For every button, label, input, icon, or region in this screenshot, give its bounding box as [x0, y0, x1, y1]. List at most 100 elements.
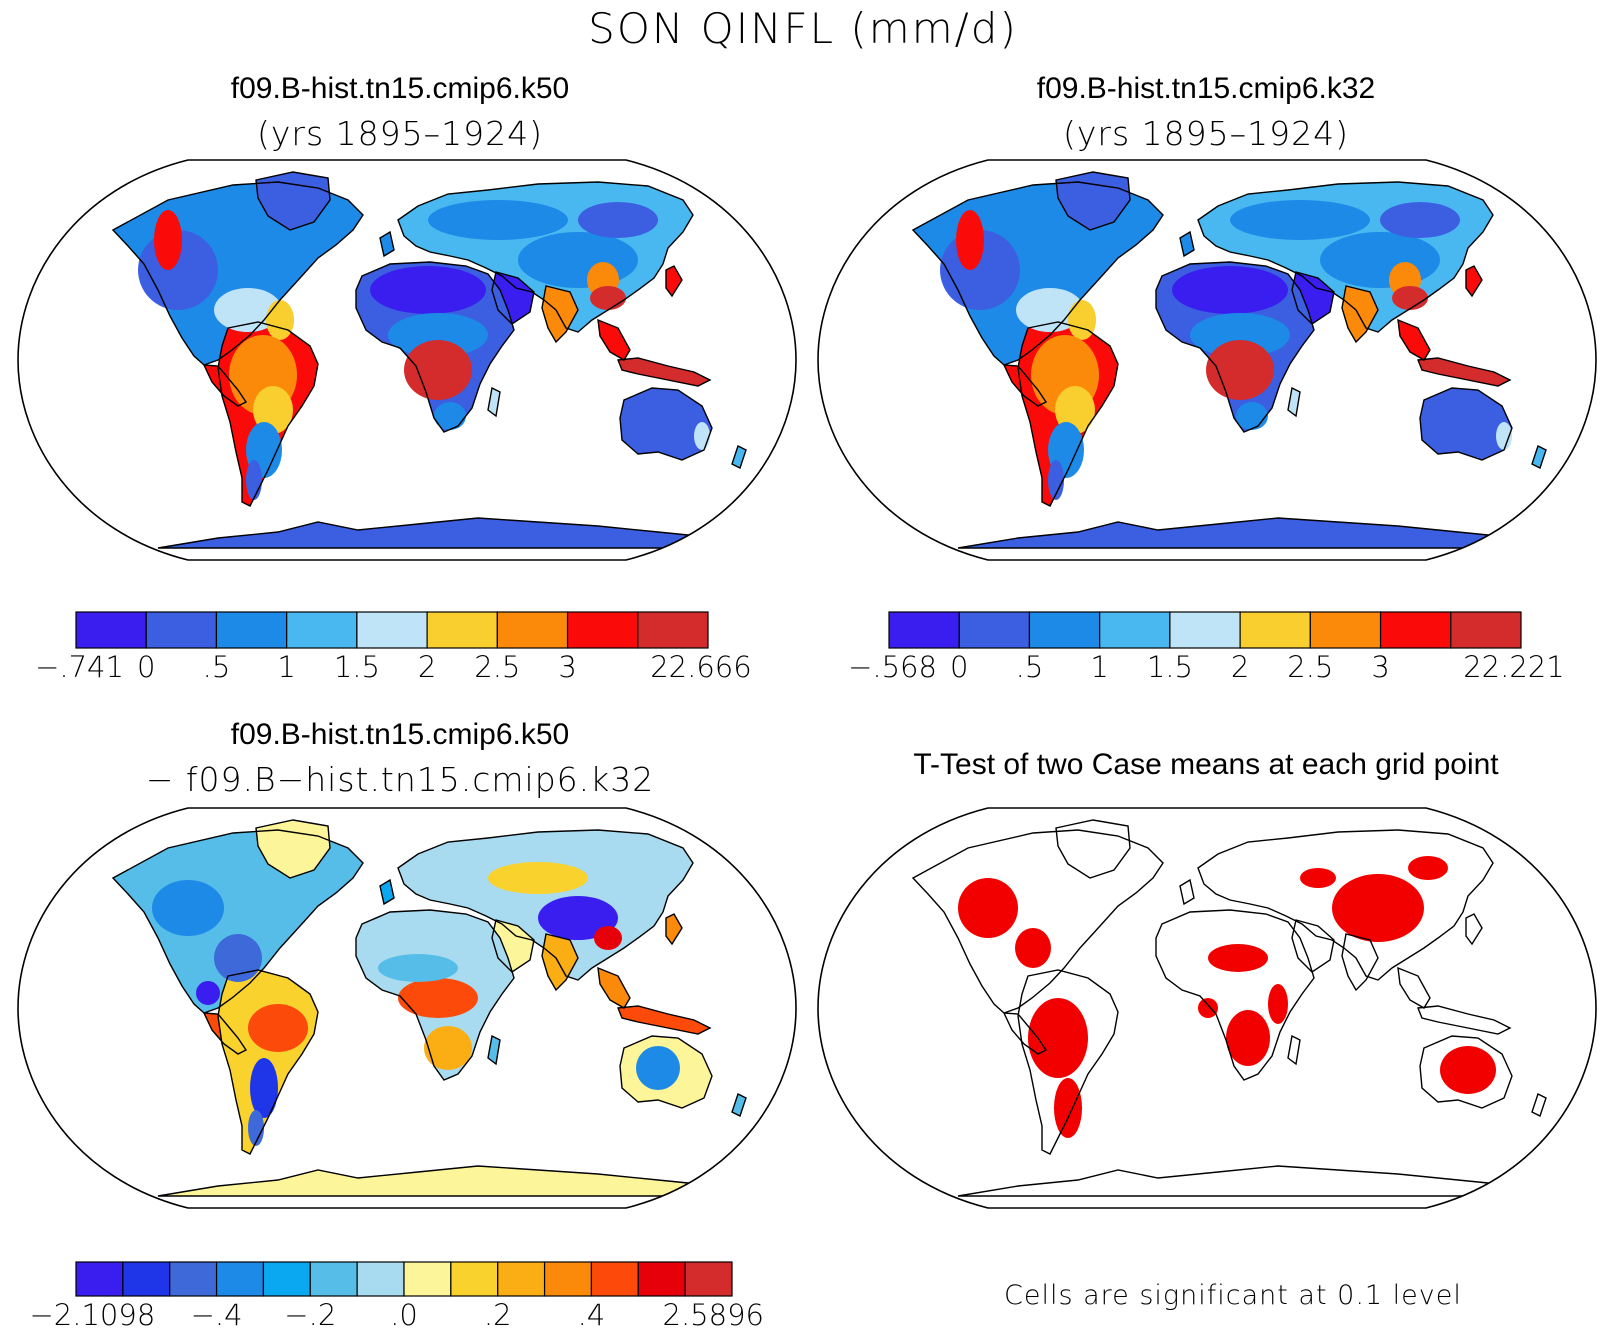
colorbar3-swatch [169, 1261, 218, 1297]
colorbar2-swatch [1099, 611, 1171, 649]
colorbar1-swatch [566, 611, 639, 649]
map3-coast-eurasia [397, 829, 694, 981]
colorbar2-tick-label: .5 [1015, 650, 1044, 684]
map4-patch [1054, 1078, 1082, 1138]
colorbar1-tick-label: 0 [136, 650, 156, 684]
colorbar3-swatch [356, 1261, 405, 1297]
map1-coast-indonesia [617, 357, 712, 387]
map2-coast-eurasia [1197, 181, 1494, 333]
map2-coast-newZealand [1531, 445, 1547, 469]
map4-patch [1028, 998, 1088, 1078]
colorbar3-swatch [75, 1261, 124, 1297]
map-ttest [817, 807, 1597, 1209]
map4-outline [817, 807, 1597, 1209]
map2-coast-indonesia [1417, 357, 1512, 387]
map4-patch [1332, 874, 1424, 942]
map2-coast-japan [1465, 265, 1483, 298]
panel2-subtitle: (yrs 1895–1924) [1063, 114, 1349, 153]
map1-coast-madagascar [487, 386, 501, 418]
colorbar2-tick-label: −.568 [848, 650, 937, 684]
map3-coast-arabia [491, 919, 535, 973]
map-difference [17, 807, 797, 1209]
colorbar2-swatch [1169, 611, 1241, 649]
map1-patch [266, 300, 294, 340]
map2-patch [1392, 286, 1428, 310]
colorbar2-swatch [1239, 611, 1311, 649]
map1-patch [214, 288, 282, 332]
map3-coast-northAmerica [111, 829, 364, 1014]
map3-coast-greenland [255, 819, 331, 879]
map2-coast-madagascar [1287, 386, 1301, 418]
map3-coast-madagascar [487, 1034, 501, 1066]
map3-coast-indonesia [617, 1005, 712, 1035]
colorbar3-swatch [543, 1261, 593, 1297]
colorbar1-tick-label: 3 [558, 650, 577, 684]
map3-coast-centralAmerica [202, 1012, 248, 1055]
map4-coast-northAmerica [911, 829, 1164, 1014]
map1-coast-japan [665, 265, 683, 298]
map1-patch [404, 340, 472, 400]
map1-land-uk [380, 232, 394, 256]
map2-patch [1380, 202, 1460, 238]
map1-outline [17, 159, 797, 561]
map2-patch [1430, 394, 1490, 446]
colorbar3-tick-label: 2.5896 [662, 1298, 764, 1332]
map3-land-newZealand [732, 1094, 746, 1116]
colorbar3-swatch [215, 1261, 265, 1297]
map4-coast-australia [1419, 1035, 1513, 1109]
panel4-title: T-Test of two Case means at each grid po… [913, 748, 1499, 781]
map4-patch [1408, 856, 1448, 880]
map4-coast-uk [1179, 878, 1195, 906]
colorbar3-tick-label: .0 [390, 1298, 418, 1332]
map4-patch [1440, 1046, 1496, 1094]
colorbar2-swatch [1450, 611, 1522, 649]
colorbar2-swatch [1028, 611, 1101, 649]
map3-patch [398, 978, 478, 1018]
map4-patch [1226, 1010, 1270, 1066]
colorbar3-swatch [309, 1261, 358, 1297]
map4-coast-africa [1155, 909, 1315, 1081]
map1-coast-centralAmerica [202, 364, 248, 407]
map4-coast-japan [1465, 913, 1483, 946]
colorbar-case2 [888, 611, 1522, 649]
colorbar1-swatch [426, 611, 498, 649]
map2-patch [956, 210, 984, 270]
map4-coast-southAmerica [1017, 969, 1119, 1155]
map3-patch [250, 1058, 278, 1118]
colorbar1-tick-label: 1.5 [333, 650, 380, 684]
map1-coast-northAmerica [111, 181, 364, 366]
map4-coast-eurasia [1197, 829, 1494, 981]
map3-patch [248, 1004, 308, 1052]
map4-land-africa [1156, 910, 1314, 1080]
map1-land-antarctica [158, 518, 748, 548]
colorbar1-tick-label: −.741 [35, 650, 124, 684]
map2-coast-india [1341, 285, 1379, 344]
map4-land-uk [1180, 880, 1194, 904]
colorbar3-swatch [262, 1261, 311, 1297]
map3-land-antarctica [158, 1166, 748, 1196]
colorbar1-tick-label: 22.666 [650, 650, 752, 684]
colorbar2-swatch [1379, 611, 1452, 649]
map2-land-seAsia [1398, 320, 1430, 360]
map4-land-india [1342, 934, 1378, 990]
colorbar2-tick-label: 3 [1371, 650, 1390, 684]
map1-coast-newZealand [731, 445, 747, 469]
map1-land-seAsia [598, 320, 630, 360]
map2-coast-uk [1179, 230, 1195, 258]
map4-patch [1198, 998, 1218, 1018]
map3-patch [424, 1026, 472, 1070]
map2-patch [1236, 402, 1268, 430]
map2-land-newZealand [1532, 446, 1546, 468]
map3-patch [152, 880, 224, 936]
colorbar2-tick-label: 0 [949, 650, 969, 684]
map4-land-indonesia [1418, 1006, 1510, 1034]
map1-patch [590, 286, 626, 310]
colorbar3-swatch [122, 1261, 171, 1297]
map3-land-uk [380, 880, 394, 904]
map2-patch [1320, 232, 1440, 288]
map3-coast-australia [619, 1035, 713, 1109]
map3-coast-southAmerica [217, 969, 319, 1155]
map3-patch [636, 1046, 680, 1090]
map1-patch [434, 402, 466, 430]
colorbar1-swatch [75, 611, 147, 649]
